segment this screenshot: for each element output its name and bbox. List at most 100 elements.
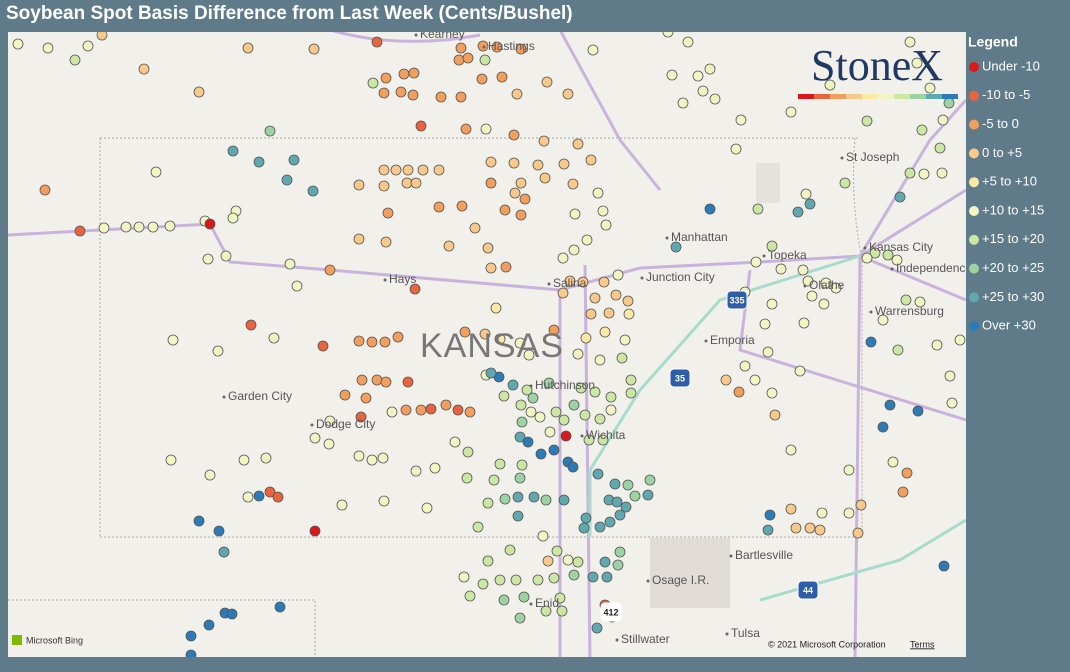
site-marker — [603, 307, 615, 319]
place-dot — [704, 339, 708, 343]
legend-title: Legend — [968, 34, 1018, 50]
site-marker — [800, 188, 812, 200]
site-marker — [610, 289, 622, 301]
site-marker — [597, 205, 609, 217]
site-marker — [515, 177, 527, 189]
site-marker — [580, 512, 592, 524]
site-marker — [882, 249, 894, 261]
site-marker — [551, 545, 563, 557]
site-marker — [766, 240, 778, 252]
site-marker — [390, 164, 402, 176]
site-marker — [877, 314, 889, 326]
legend-label: -10 to -5 — [982, 87, 1030, 102]
site-marker — [204, 469, 216, 481]
site-marker — [395, 86, 407, 98]
site-marker — [709, 93, 721, 105]
site-marker — [456, 200, 468, 212]
site-marker — [620, 501, 632, 513]
site-marker — [887, 456, 899, 468]
site-marker — [794, 365, 806, 377]
site-marker — [485, 177, 497, 189]
site-marker — [522, 436, 534, 448]
site-marker — [425, 403, 437, 415]
place-label: Kearney — [420, 27, 465, 41]
site-marker — [410, 465, 422, 477]
logo: StoneX — [811, 41, 943, 90]
site-marker — [479, 54, 491, 66]
site-marker — [353, 179, 365, 191]
place-dot — [869, 310, 873, 314]
site-marker — [353, 335, 365, 347]
site-marker — [877, 421, 889, 433]
bing-label: Microsoft Bing — [26, 635, 83, 645]
site-marker — [253, 156, 265, 168]
site-marker — [614, 546, 626, 558]
site-marker — [594, 354, 606, 366]
terms-link[interactable]: Terms — [910, 639, 935, 649]
site-marker — [164, 220, 176, 232]
site-marker — [733, 386, 745, 398]
legend-label: +20 to +25 — [982, 260, 1044, 275]
site-marker — [720, 374, 732, 386]
site-marker — [500, 261, 512, 273]
site-marker — [401, 177, 413, 189]
site-marker — [150, 166, 162, 178]
place-label: Wichita — [586, 428, 626, 442]
site-marker — [260, 452, 272, 464]
site-marker — [818, 298, 830, 310]
site-marker — [855, 499, 867, 511]
site-marker — [762, 346, 774, 358]
site-marker — [564, 275, 576, 287]
site-marker — [528, 491, 540, 503]
site-marker — [605, 404, 617, 416]
place-dot — [803, 284, 807, 288]
site-marker — [138, 63, 150, 75]
site-marker — [704, 203, 716, 215]
site-marker — [324, 264, 336, 276]
place-dot — [580, 434, 584, 438]
site-marker — [407, 89, 419, 101]
reservation-area — [650, 538, 730, 608]
site-marker — [515, 209, 527, 221]
logo-bar — [798, 94, 958, 99]
site-marker — [514, 472, 526, 484]
site-marker — [766, 298, 778, 310]
site-marker — [535, 448, 547, 460]
site-marker — [212, 345, 224, 357]
highway-shield — [600, 602, 622, 622]
site-marker — [409, 283, 421, 295]
site-marker — [622, 295, 634, 307]
site-marker — [519, 193, 531, 205]
site-marker — [482, 497, 494, 509]
site-marker — [472, 521, 484, 533]
site-marker — [572, 348, 584, 360]
site-marker — [462, 446, 474, 458]
site-marker — [792, 206, 804, 218]
site-marker — [558, 494, 570, 506]
site-marker — [288, 154, 300, 166]
site-marker — [911, 57, 923, 69]
place-dot — [547, 282, 551, 286]
site-marker — [323, 438, 335, 450]
site-marker — [556, 605, 568, 617]
site-marker — [600, 219, 612, 231]
legend-swatch — [969, 148, 979, 159]
site-marker — [884, 399, 896, 411]
site-marker — [167, 334, 179, 346]
site-marker — [625, 374, 637, 386]
site-marker — [537, 530, 549, 542]
site-marker — [516, 459, 528, 471]
site-marker — [852, 527, 864, 539]
site-marker — [918, 168, 930, 180]
site-marker — [485, 262, 497, 274]
site-marker — [204, 218, 216, 230]
site-marker — [498, 390, 510, 402]
legend-label: Under -10 — [982, 58, 1040, 73]
place-label: Tulsa — [731, 626, 760, 640]
site-marker — [594, 521, 606, 533]
site-marker — [165, 454, 177, 466]
site-marker — [542, 555, 554, 567]
site-marker — [356, 374, 368, 386]
site-marker — [485, 367, 497, 379]
place-dot — [665, 236, 669, 240]
